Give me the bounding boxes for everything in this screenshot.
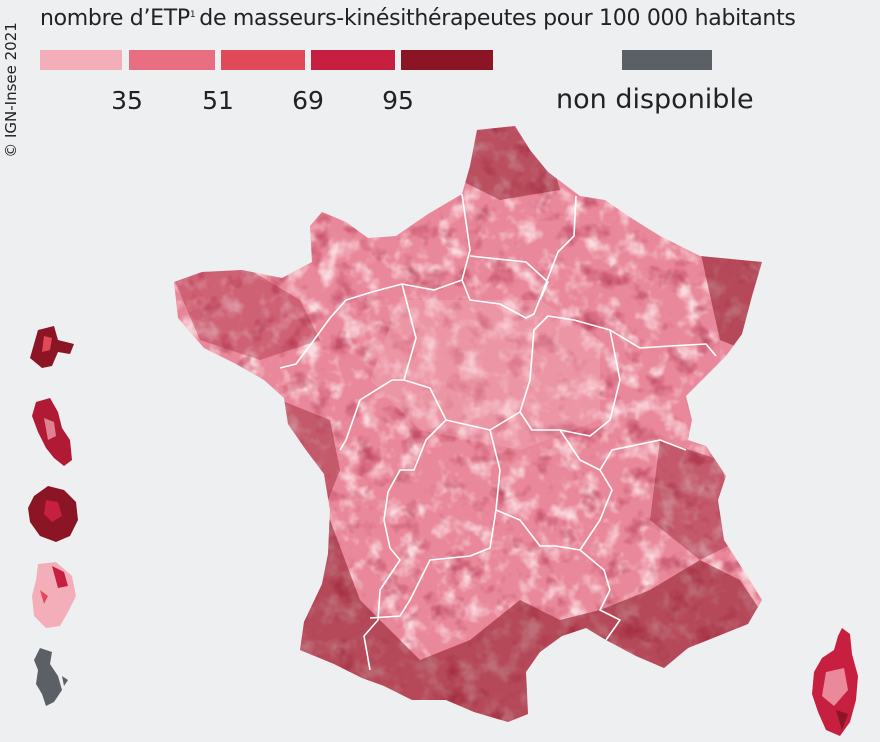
legend-threshold-51: 51 [202, 86, 234, 115]
corse-inset [812, 628, 858, 736]
legend-swatch-not-available [622, 50, 712, 70]
legend-swatch-class-4 [311, 50, 395, 70]
legend-swatch-class-2 [129, 50, 215, 70]
legend-title: nombre d’ETP1 de masseurs-kinésithérapeut… [40, 6, 796, 31]
legend-title-rest: de masseurs-kinésithérapeutes pour 100 0… [199, 6, 796, 31]
legend-swatch-class-5 [401, 50, 493, 70]
guadeloupe-inset [30, 326, 74, 368]
reunion-inset [28, 486, 78, 542]
legend-footnote-mark: 1 [189, 9, 196, 20]
mayotte-inset [34, 648, 68, 706]
martinique-inset [32, 398, 72, 466]
legend-swatch-class-1 [40, 50, 122, 70]
legend-threshold-35: 35 [111, 86, 143, 115]
guyane-inset [32, 562, 76, 628]
region-boundaries [279, 193, 717, 671]
legend-not-available-label: non disponible [556, 84, 754, 115]
legend-threshold-69: 69 [292, 86, 324, 115]
legend-threshold-95: 95 [382, 86, 414, 115]
legend-title-main: nombre d’ETP [40, 6, 190, 31]
legend-swatch-class-3 [221, 50, 305, 70]
